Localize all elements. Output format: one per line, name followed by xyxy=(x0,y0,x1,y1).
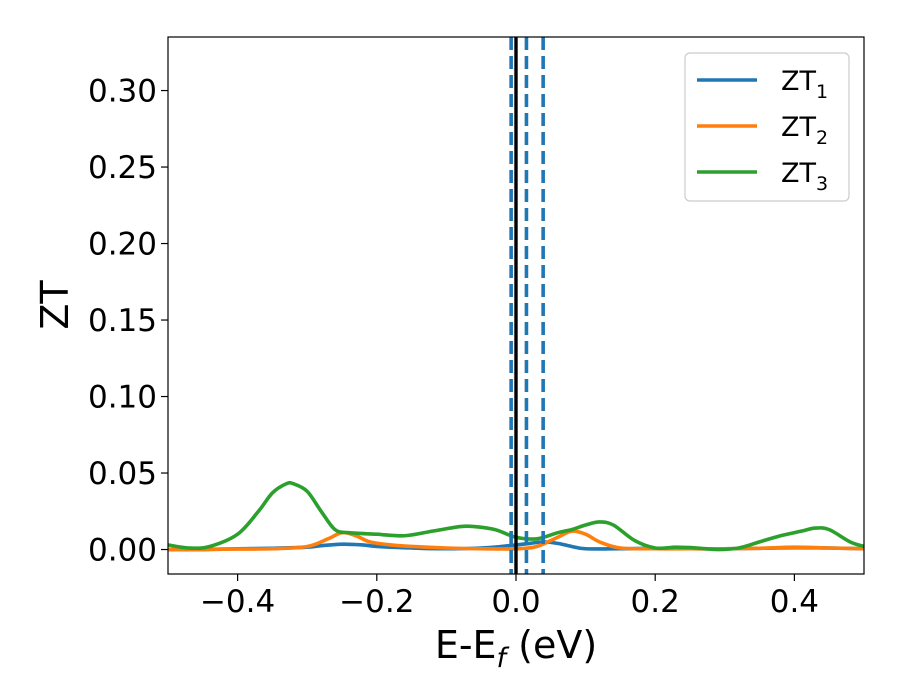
legend-label: ZT2 xyxy=(781,112,828,149)
x-axis-label-main: E-E xyxy=(435,623,497,667)
legend-label: ZT3 xyxy=(781,158,828,195)
y-tick-label: 0.25 xyxy=(88,150,157,186)
y-tick-label: 0.20 xyxy=(88,227,157,263)
legend-item-zt1: ZT1 xyxy=(697,66,828,103)
legend-box xyxy=(684,52,850,202)
legend-item-zt2: ZT2 xyxy=(697,112,828,149)
x-axis-label: E-Ef (eV) xyxy=(435,623,597,674)
y-tick-label: 0.30 xyxy=(88,74,157,110)
y-tick-label: 0.05 xyxy=(88,456,157,492)
x-axis-label-unit: (eV) xyxy=(506,623,597,667)
x-tick-label: −0.2 xyxy=(339,584,414,620)
x-tick-label: −0.4 xyxy=(200,584,275,620)
legend: ZT1 ZT2 ZT3 xyxy=(684,52,850,202)
legend-item-zt3: ZT3 xyxy=(697,158,828,195)
x-tick-label: 0.0 xyxy=(491,584,540,620)
axes: −0.4 −0.2 0.0 0.2 0.4 0.00 0.05 0.10 0.15 0.20 0.2… xyxy=(88,74,819,620)
y-tick-label: 0.00 xyxy=(88,533,157,569)
plot-content xyxy=(168,37,864,574)
x-tick-label: 0.4 xyxy=(770,584,819,620)
x-tick-label: 0.2 xyxy=(631,584,680,620)
plot-area xyxy=(168,37,864,574)
y-tick-label: 0.10 xyxy=(88,380,157,416)
y-axis-label: ZT xyxy=(33,280,77,330)
y-tick-label: 0.15 xyxy=(88,303,157,339)
legend-label: ZT1 xyxy=(781,66,828,103)
